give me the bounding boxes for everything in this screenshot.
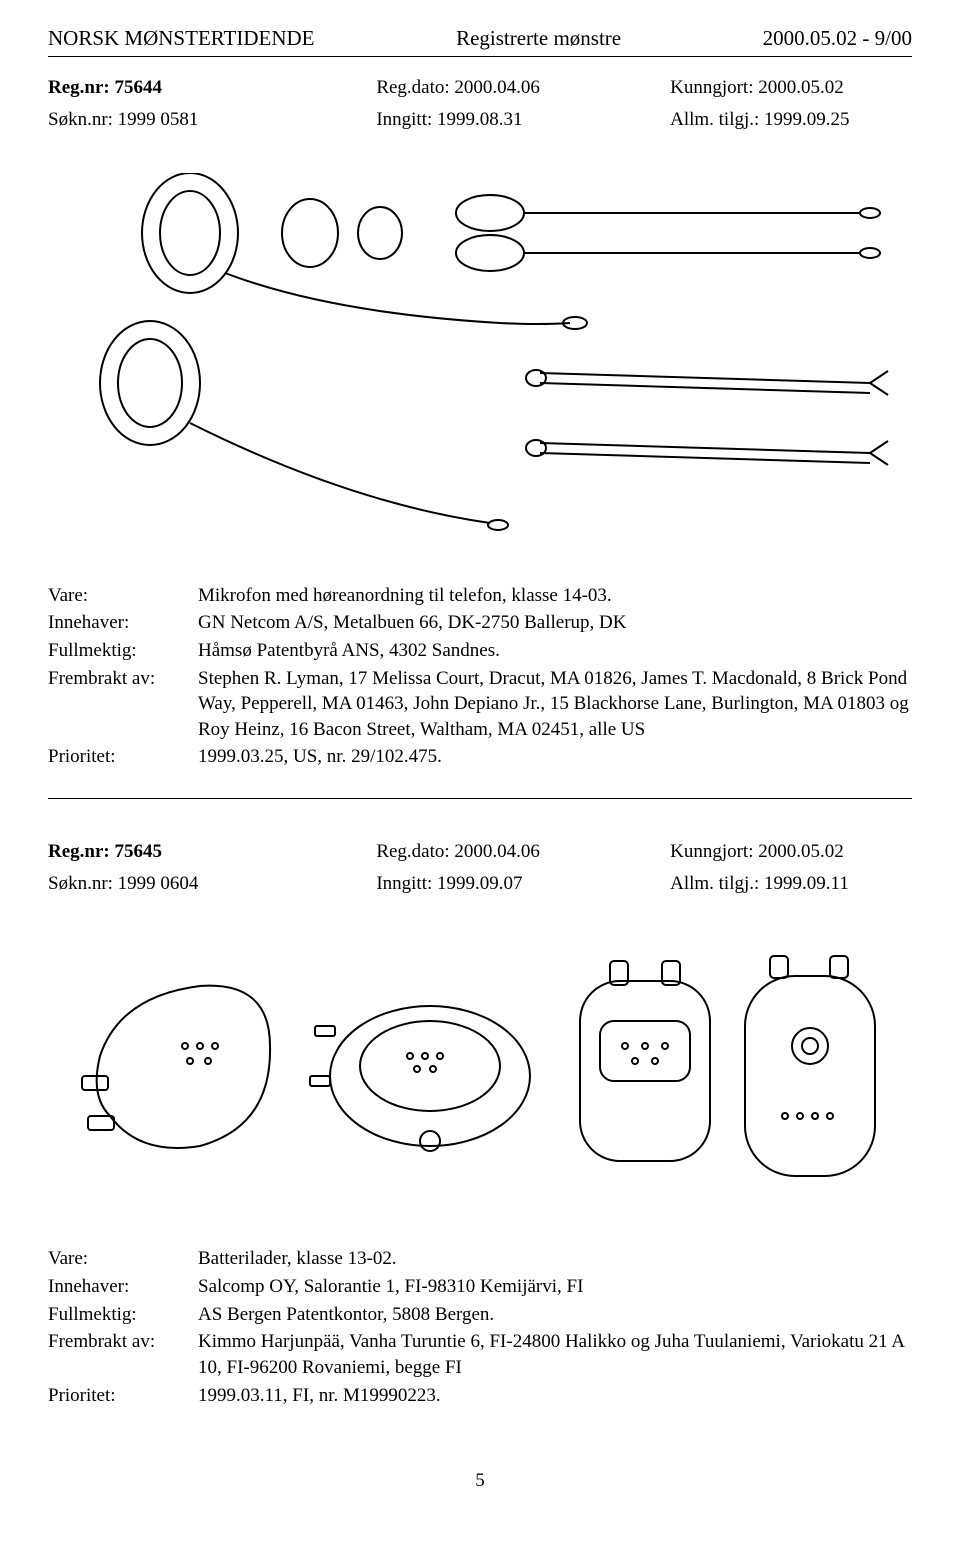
sokn-nr: Søkn.nr: 1999 0581: [48, 107, 376, 133]
innehaver-value: GN Netcom A/S, Metalbuen 66, DK-2750 Bal…: [198, 610, 912, 636]
fullmektig-label: Fullmektig:: [48, 1302, 198, 1328]
entry-2: Reg.nr: 75645 Reg.dato: 2000.04.06 Kunng…: [48, 839, 912, 1408]
header-right: 2000.05.02 - 9/00: [763, 24, 912, 52]
prioritet-label: Prioritet:: [48, 1383, 198, 1409]
entry2-row2: Søkn.nr: 1999 0604 Inngitt: 1999.09.07 A…: [48, 871, 912, 897]
reg-nr: Reg.nr: 75645: [48, 839, 376, 865]
page-number: 5: [48, 1468, 912, 1494]
entry2-row1: Reg.nr: 75645 Reg.dato: 2000.04.06 Kunng…: [48, 839, 912, 865]
separator: [48, 798, 912, 799]
headset-drawing-icon: [70, 173, 890, 533]
entry1-details: Vare: Mikrofon med høreanordning til tel…: [48, 583, 912, 770]
page-header: NORSK MØNSTERTIDENDE Registrerte mønstre…: [48, 24, 912, 57]
fullmektig-value: AS Bergen Patentkontor, 5808 Bergen.: [198, 1302, 912, 1328]
prioritet-label: Prioritet:: [48, 744, 198, 770]
frembrakt-label: Frembrakt av:: [48, 1329, 198, 1355]
entry2-details: Vare: Batterilader, klasse 13-02. Inneha…: [48, 1246, 912, 1408]
fullmektig-label: Fullmektig:: [48, 638, 198, 664]
inngitt: Inngitt: 1999.09.07: [376, 871, 670, 897]
vare-label: Vare:: [48, 1246, 198, 1272]
allm-tilgj: Allm. tilgj.: 1999.09.11: [670, 871, 912, 897]
vare-value: Batterilader, klasse 13-02.: [198, 1246, 912, 1272]
frembrakt-label: Frembrakt av:: [48, 666, 198, 692]
innehaver-value: Salcomp OY, Salorantie 1, FI-98310 Kemij…: [198, 1274, 912, 1300]
entry1-row2: Søkn.nr: 1999 0581 Inngitt: 1999.08.31 A…: [48, 107, 912, 133]
frembrakt-value: Stephen R. Lyman, 17 Melissa Court, Drac…: [198, 666, 912, 743]
allm-tilgj: Allm. tilgj.: 1999.09.25: [670, 107, 912, 133]
reg-dato: Reg.dato: 2000.04.06: [376, 75, 670, 101]
entry1-figure: [48, 173, 912, 533]
reg-dato: Reg.dato: 2000.04.06: [376, 839, 670, 865]
fullmektig-value: Håmsø Patentbyrå ANS, 4302 Sandnes.: [198, 638, 912, 664]
header-center: Registrerte mønstre: [456, 24, 621, 52]
charger-drawing-icon: [70, 936, 890, 1196]
innehaver-label: Innehaver:: [48, 1274, 198, 1300]
vare-value: Mikrofon med høreanordning til telefon, …: [198, 583, 912, 609]
prioritet-value: 1999.03.25, US, nr. 29/102.475.: [198, 744, 912, 770]
sokn-nr: Søkn.nr: 1999 0604: [48, 871, 376, 897]
entry1-row1: Reg.nr: 75644 Reg.dato: 2000.04.06 Kunng…: [48, 75, 912, 101]
innehaver-label: Innehaver:: [48, 610, 198, 636]
header-left: NORSK MØNSTERTIDENDE: [48, 24, 315, 52]
reg-nr: Reg.nr: 75644: [48, 75, 376, 101]
prioritet-value: 1999.03.11, FI, nr. M19990223.: [198, 1383, 912, 1409]
frembrakt-value: Kimmo Harjunpää, Vanha Turuntie 6, FI-24…: [198, 1329, 912, 1380]
vare-label: Vare:: [48, 583, 198, 609]
kunngjort: Kunngjort: 2000.05.02: [670, 839, 912, 865]
entry2-figure: [48, 936, 912, 1196]
kunngjort: Kunngjort: 2000.05.02: [670, 75, 912, 101]
inngitt: Inngitt: 1999.08.31: [376, 107, 670, 133]
entry-1: Reg.nr: 75644 Reg.dato: 2000.04.06 Kunng…: [48, 75, 912, 770]
